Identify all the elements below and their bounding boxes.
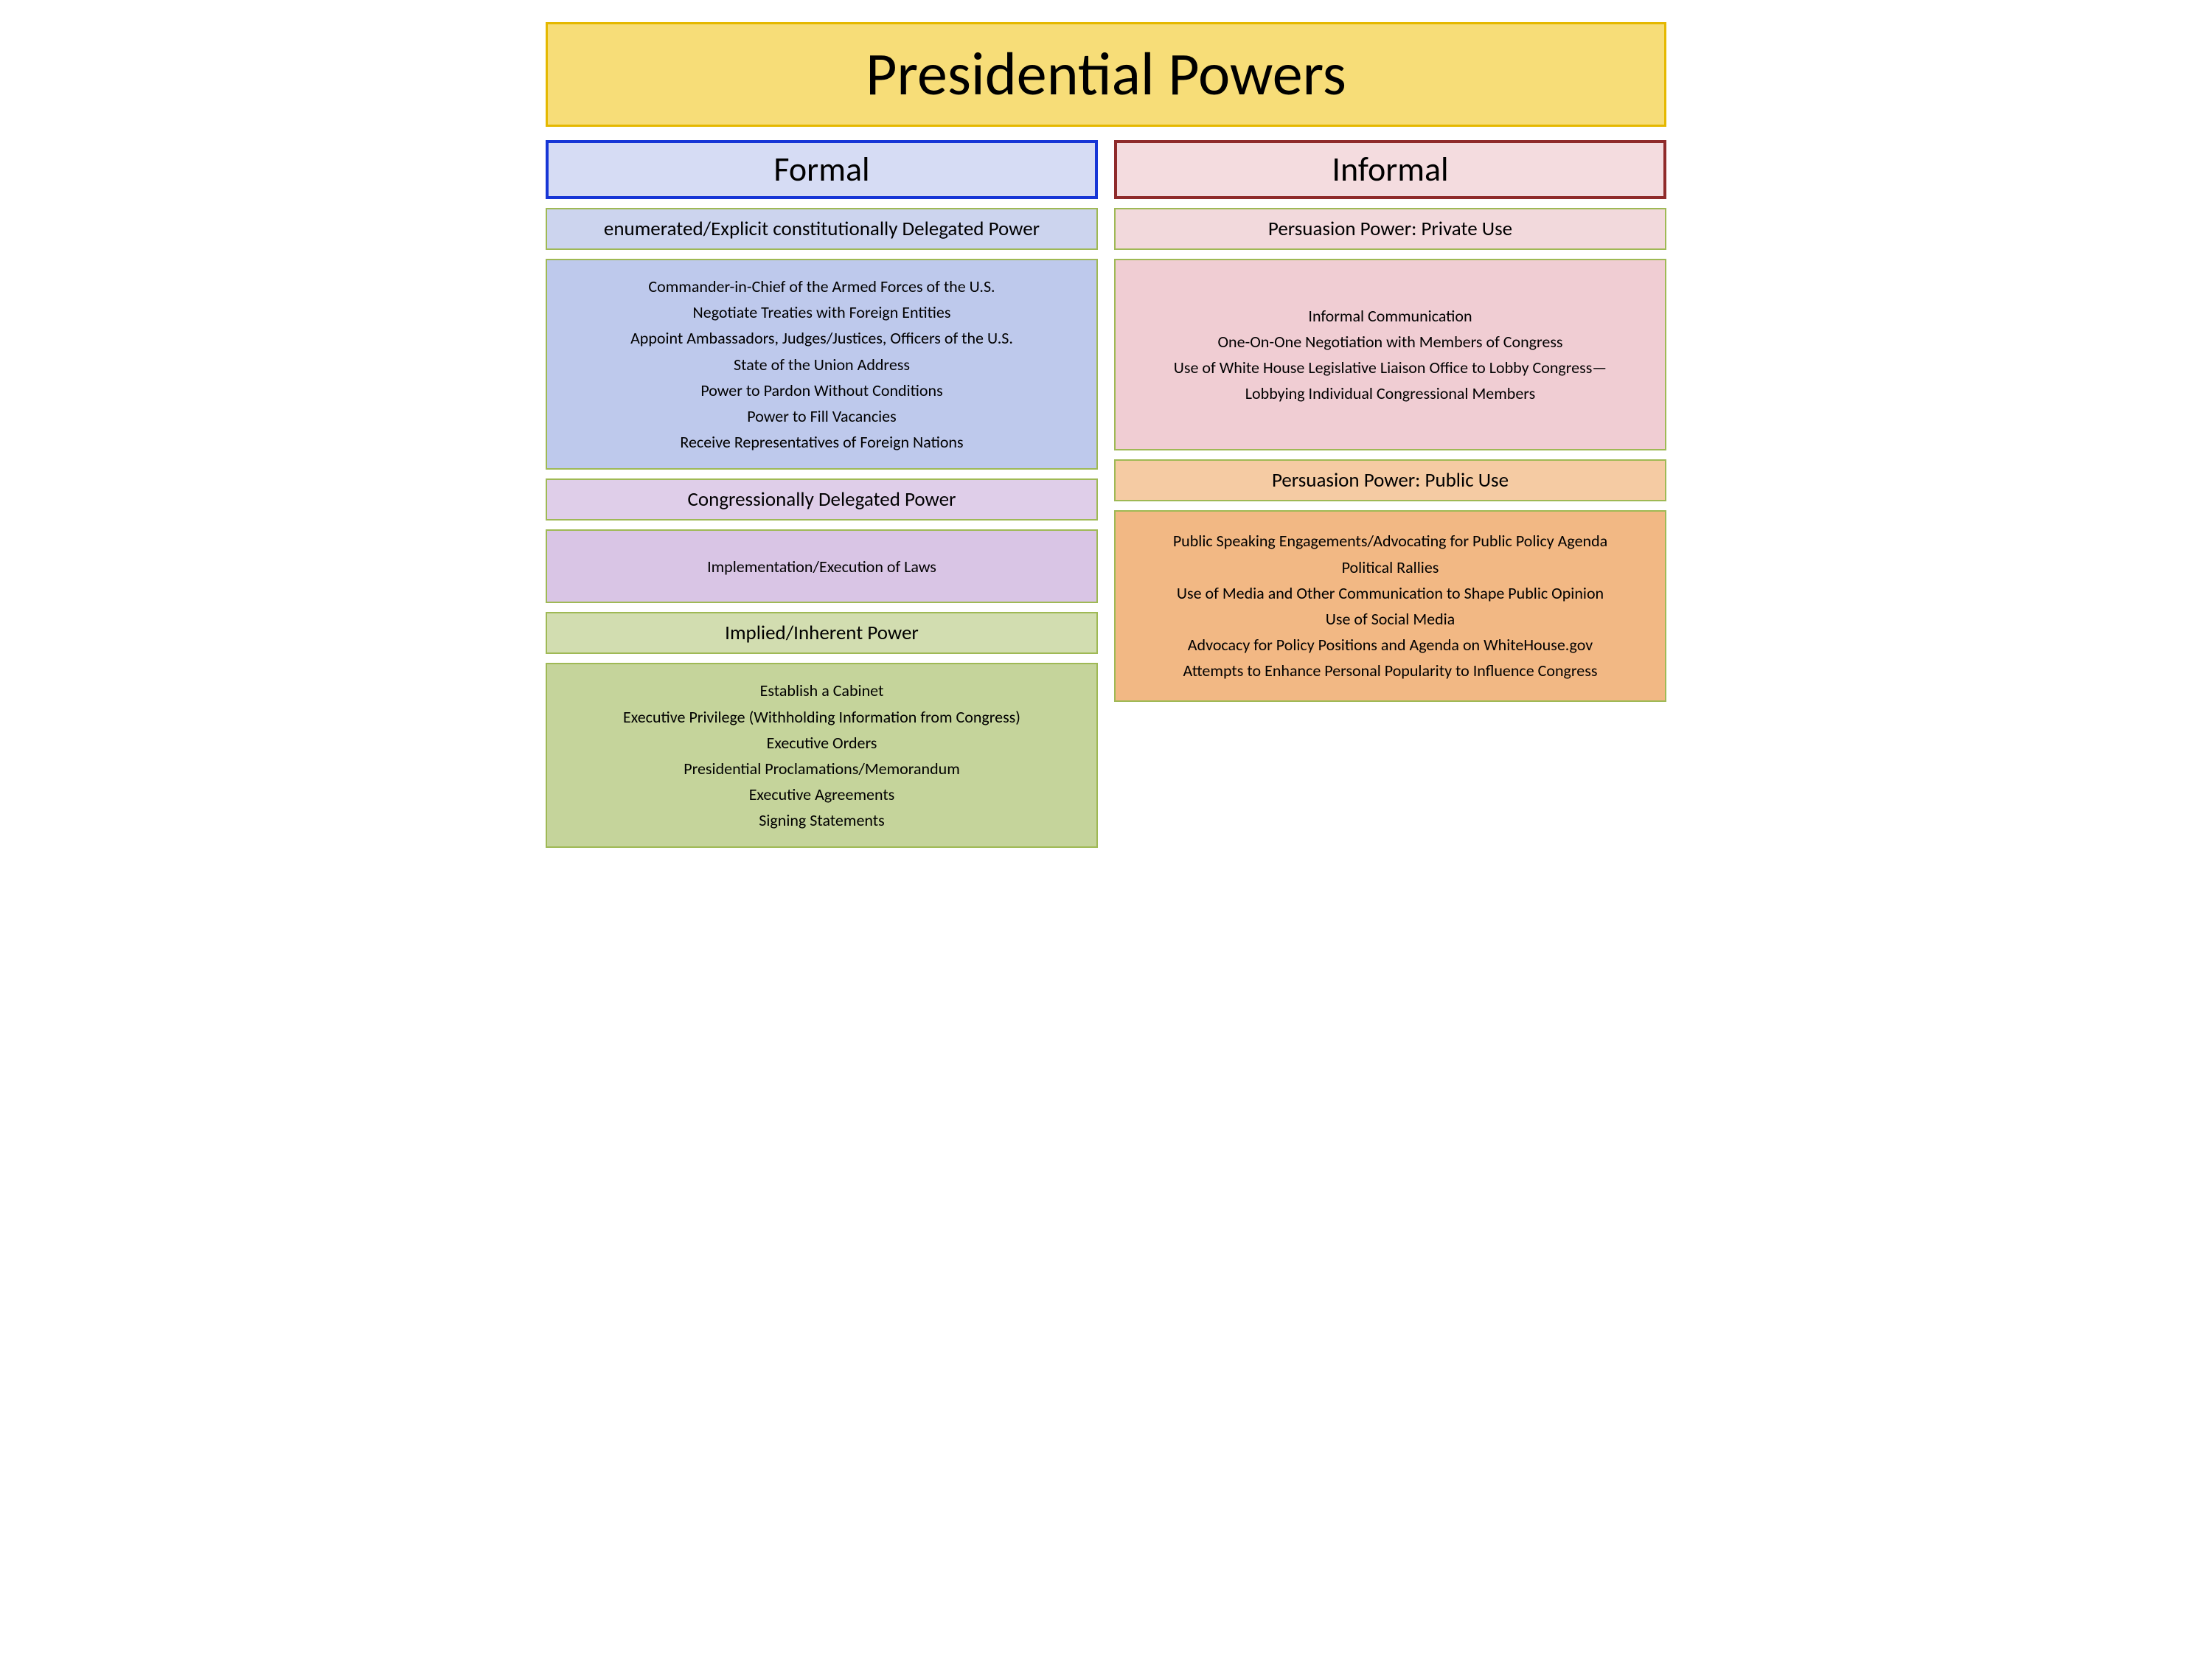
list-item: Implementation/Execution of Laws: [556, 554, 1088, 579]
list-item: Lobbying Individual Congressional Member…: [1124, 380, 1656, 406]
private-content: Informal Communication One-On-One Negoti…: [1114, 259, 1666, 450]
list-item: Signing Statements: [556, 807, 1088, 833]
formal-header: Formal: [546, 140, 1098, 199]
page-title: Presidential Powers: [548, 38, 1664, 111]
list-item: Power to Pardon Without Conditions: [556, 377, 1088, 403]
title-box: Presidential Powers: [546, 22, 1666, 127]
formal-column: Formal enumerated/Explicit constitutiona…: [546, 140, 1098, 848]
list-item: Establish a Cabinet: [556, 678, 1088, 703]
list-item: Public Speaking Engagements/Advocating f…: [1124, 528, 1656, 554]
informal-header: Informal: [1114, 140, 1666, 199]
private-subheader: Persuasion Power: Private Use: [1114, 208, 1666, 250]
congressional-subheader: Congressionally Delegated Power: [546, 478, 1098, 521]
list-item: Commander-in-Chief of the Armed Forces o…: [556, 274, 1088, 299]
implied-content: Establish a Cabinet Executive Privilege …: [546, 663, 1098, 848]
list-item: Informal Communication: [1124, 303, 1656, 329]
list-item: State of the Union Address: [556, 352, 1088, 377]
list-item: Executive Orders: [556, 730, 1088, 756]
public-subheader: Persuasion Power: Public Use: [1114, 459, 1666, 501]
enumerated-subheader: enumerated/Explicit constitutionally Del…: [546, 208, 1098, 250]
informal-column: Informal Persuasion Power: Private Use I…: [1114, 140, 1666, 848]
list-item: Presidential Proclamations/Memorandum: [556, 756, 1088, 781]
diagram-container: Presidential Powers Formal enumerated/Ex…: [546, 22, 1666, 848]
list-item: Appoint Ambassadors, Judges/Justices, Of…: [556, 325, 1088, 351]
list-item: Advocacy for Policy Positions and Agenda…: [1124, 632, 1656, 658]
list-item: Use of Social Media: [1124, 606, 1656, 632]
implied-subheader: Implied/Inherent Power: [546, 612, 1098, 654]
list-item: Political Rallies: [1124, 554, 1656, 580]
list-item: Negotiate Treaties with Foreign Entities: [556, 299, 1088, 325]
list-item: Attempts to Enhance Personal Popularity …: [1124, 658, 1656, 683]
list-item: Power to Fill Vacancies: [556, 403, 1088, 429]
enumerated-content: Commander-in-Chief of the Armed Forces o…: [546, 259, 1098, 470]
list-item: Use of Media and Other Communication to …: [1124, 580, 1656, 606]
list-item: Receive Representatives of Foreign Natio…: [556, 429, 1088, 455]
list-item: One-On-One Negotiation with Members of C…: [1124, 329, 1656, 355]
list-item: Use of White House Legislative Liaison O…: [1124, 355, 1656, 380]
public-content: Public Speaking Engagements/Advocating f…: [1114, 510, 1666, 702]
columns: Formal enumerated/Explicit constitutiona…: [546, 140, 1666, 848]
list-item: Executive Agreements: [556, 781, 1088, 807]
list-item: Executive Privilege (Withholding Informa…: [556, 704, 1088, 730]
congressional-content: Implementation/Execution of Laws: [546, 529, 1098, 603]
